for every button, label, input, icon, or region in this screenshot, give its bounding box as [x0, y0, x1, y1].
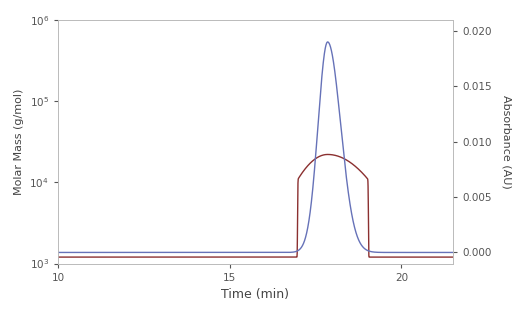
- X-axis label: Time (min): Time (min): [222, 288, 289, 301]
- Y-axis label: Absorbance (AU): Absorbance (AU): [501, 95, 511, 189]
- Y-axis label: Molar Mass (g/mol): Molar Mass (g/mol): [14, 89, 24, 195]
